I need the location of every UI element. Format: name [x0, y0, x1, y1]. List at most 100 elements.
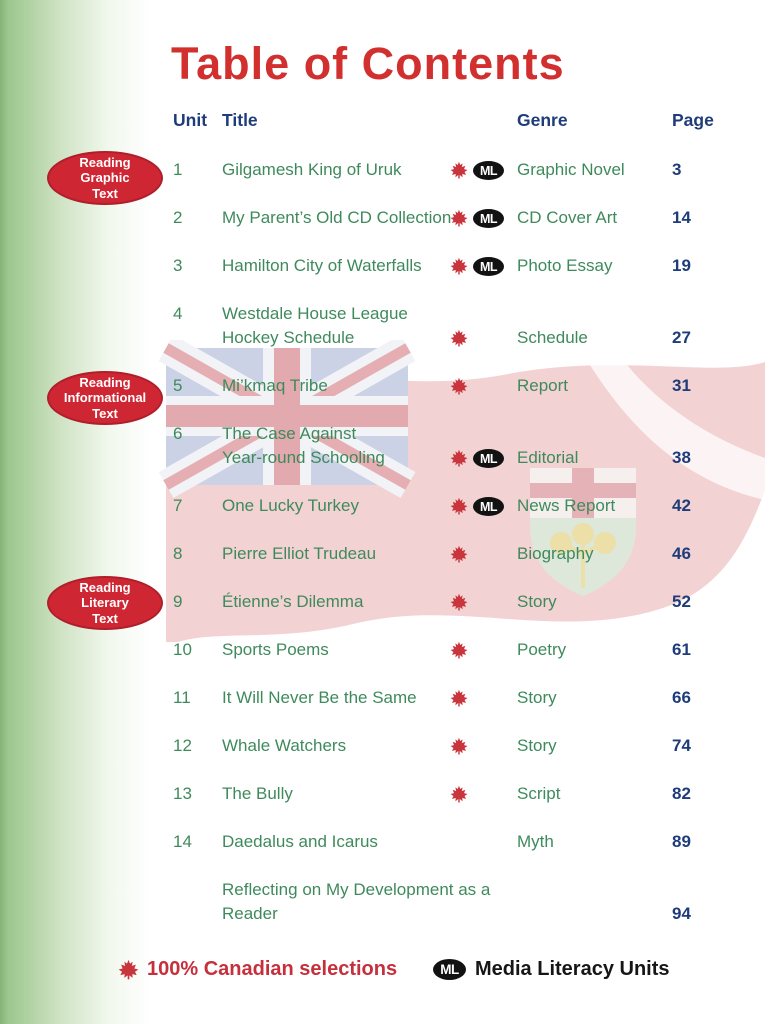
- table-row: 6 The Case Against Year-round Schooling …: [0, 398, 771, 470]
- legend-media-literacy-label: Media Literacy Units: [475, 957, 670, 980]
- row-title: Daedalus and Icarus: [222, 832, 378, 851]
- row-icons: ML: [450, 161, 517, 182]
- row-icons: ML: [450, 257, 517, 278]
- row-title: Mi’kmaq Tribe: [222, 376, 328, 395]
- row-icons: ML: [450, 641, 517, 662]
- maple-leaf-icon: [450, 257, 468, 275]
- maple-leaf-icon: [450, 593, 468, 611]
- row-icons: ML: [450, 905, 517, 926]
- legend-canadian-label: 100% Canadian selections: [147, 957, 398, 980]
- section-badge-reading-literary-text: Reading Literary Text: [47, 576, 163, 630]
- maple-leaf-icon: [450, 737, 468, 755]
- row-genre: Schedule: [517, 328, 588, 347]
- row-title: The Case Against Year-round Schooling: [222, 424, 385, 467]
- row-page: 31: [672, 376, 691, 395]
- header-unit: Unit: [173, 110, 208, 130]
- unit-number: 9: [173, 592, 183, 611]
- media-literacy-icon: ML: [473, 449, 504, 468]
- row-genre: Photo Essay: [517, 256, 613, 275]
- table-row: 8 Pierre Elliot Trudeau ML Biography 46: [0, 518, 771, 566]
- row-title: The Bully: [222, 784, 293, 803]
- row-title: It Will Never Be the Same: [222, 688, 417, 707]
- maple-leaf-icon: [450, 161, 468, 179]
- maple-leaf-icon: [450, 209, 468, 227]
- row-icons: ML: [450, 377, 517, 398]
- unit-number: 5: [173, 376, 183, 395]
- row-genre: Story: [517, 736, 557, 755]
- row-page: 38: [672, 448, 691, 467]
- row-genre: Story: [517, 592, 557, 611]
- media-literacy-icon: ML: [433, 958, 466, 980]
- media-literacy-icon: ML: [473, 161, 504, 180]
- maple-leaf-icon: [450, 785, 468, 803]
- table-row: 2 My Parent’s Old CD Collection ML CD Co…: [0, 182, 771, 230]
- table-row: 9 Étienne’s Dilemma ML Story 52: [0, 566, 771, 614]
- row-page: 89: [672, 832, 691, 851]
- row-icons: ML: [450, 545, 517, 566]
- row-page: 14: [672, 208, 691, 227]
- row-title: Étienne’s Dilemma: [222, 592, 364, 611]
- section-badge-reading-informational-text: Reading Informational Text: [47, 371, 163, 425]
- row-genre: CD Cover Art: [517, 208, 618, 227]
- row-title: One Lucky Turkey: [222, 496, 360, 515]
- table-row: 11 It Will Never Be the Same ML Story 66: [0, 662, 771, 710]
- row-page: 46: [672, 544, 691, 563]
- table-row: 10 Sports Poems ML Poetry 61: [0, 614, 771, 662]
- maple-leaf-icon: [450, 497, 468, 515]
- row-title: Westdale House League Hockey Schedule: [222, 304, 408, 347]
- unit-number: 8: [173, 544, 183, 563]
- unit-number: 13: [173, 784, 192, 803]
- table-row: 13 The Bully ML Script 82: [0, 758, 771, 806]
- row-icons: ML: [450, 209, 517, 230]
- row-genre: News Report: [517, 496, 616, 515]
- flag-watermark: [158, 340, 765, 642]
- ontario-shield: [530, 468, 636, 596]
- row-genre: Story: [517, 688, 557, 707]
- table-row: 4 Westdale House League Hockey Schedule …: [0, 278, 771, 350]
- row-genre: Report: [517, 376, 569, 395]
- table-header: Unit Title Genre Page: [0, 108, 742, 132]
- row-icons: ML: [450, 449, 517, 470]
- row-genre: Biography: [517, 544, 594, 563]
- legend-media-literacy: ML Media Literacy Units: [433, 952, 670, 986]
- unit-number: 6: [173, 424, 183, 443]
- row-genre: Editorial: [517, 448, 579, 467]
- unit-number: 7: [173, 496, 183, 515]
- unit-number: 14: [173, 832, 192, 851]
- row-genre: Script: [517, 784, 561, 803]
- unit-number: 2: [173, 208, 183, 227]
- maple-leaf-icon: [450, 545, 468, 563]
- row-page: 61: [672, 640, 691, 659]
- row-icons: ML: [450, 689, 517, 710]
- row-title: Whale Watchers: [222, 736, 347, 755]
- unit-number: 10: [173, 640, 192, 659]
- row-page: 19: [672, 256, 691, 275]
- row-title: Reflecting on My Development as a Reader: [222, 880, 491, 923]
- row-page: 27: [672, 328, 691, 347]
- row-icons: ML: [450, 737, 517, 758]
- row-title: Gilgamesh King of Uruk: [222, 160, 402, 179]
- unit-number: 1: [173, 160, 183, 179]
- header-page: Page: [672, 110, 714, 130]
- table-row: 3 Hamilton City of Waterfalls ML Photo E…: [0, 230, 771, 278]
- row-icons: ML: [450, 833, 517, 854]
- row-page: 66: [672, 688, 691, 707]
- unit-number: [173, 902, 222, 926]
- row-page: 94: [672, 904, 691, 923]
- row-title: Sports Poems: [222, 640, 329, 659]
- table-row: 7 One Lucky Turkey ML News Report 42: [0, 470, 771, 518]
- union-jack-canton: [158, 340, 416, 499]
- page-title: Table of Contents: [171, 38, 565, 89]
- header-title: Title: [222, 110, 258, 130]
- row-title: Hamilton City of Waterfalls: [222, 256, 422, 275]
- row-genre: Myth: [517, 832, 554, 851]
- row-page: 3: [672, 160, 682, 179]
- unit-number: 4: [173, 304, 183, 323]
- maple-leaf-icon: [450, 329, 468, 347]
- maple-leaf-icon: [450, 449, 468, 467]
- header-genre: Genre: [517, 110, 568, 130]
- table-row: Reflecting on My Development as a Reader…: [0, 854, 771, 926]
- maple-leaf-icon: [450, 641, 468, 659]
